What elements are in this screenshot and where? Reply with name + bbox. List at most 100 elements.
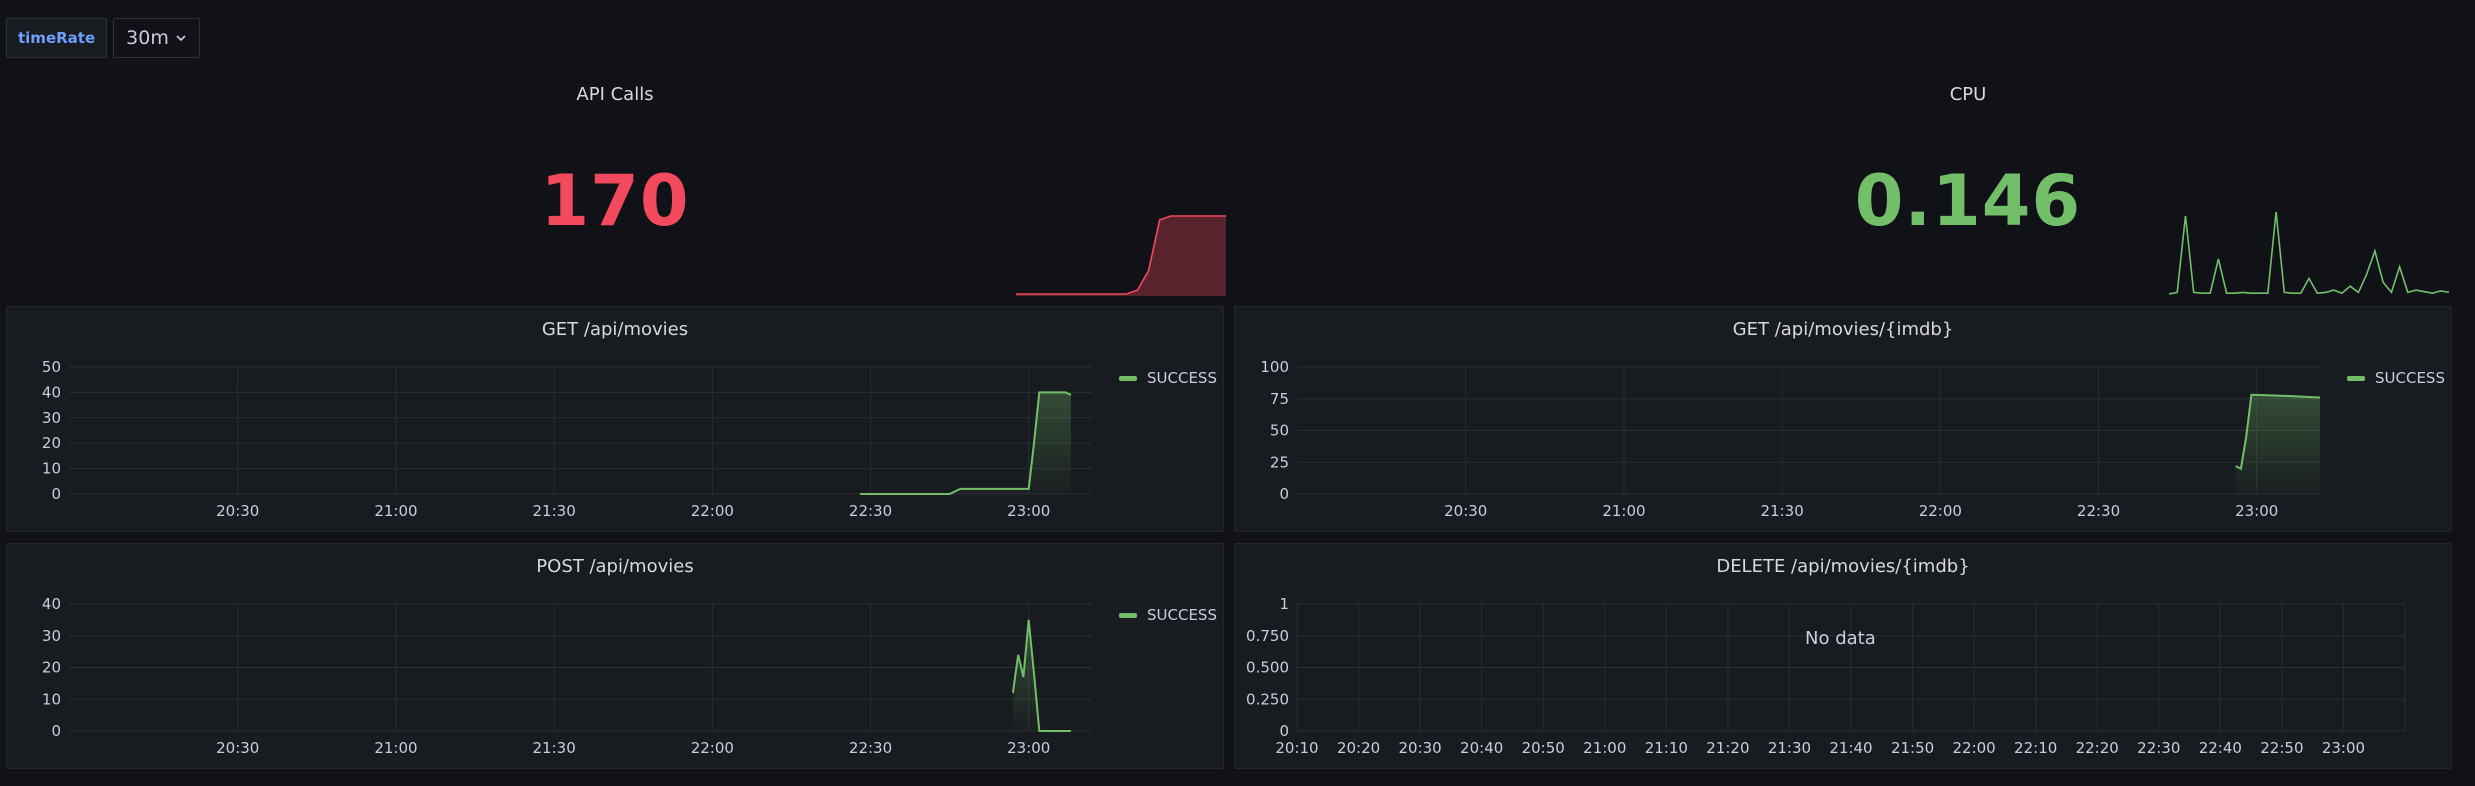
legend-swatch [1119, 612, 1137, 618]
time-series-chart: 0 10 20 30 40 50 20:30 21:00 21:30 22:00 22:30 23:0… [42, 358, 1092, 520]
legend-label: SUCCESS [1147, 369, 1217, 387]
time-series-chart: 0 0.250 0.500 0.750 1 20:10 20:20 20:30 20:40 20:… [1246, 595, 2406, 757]
x-tick-label: 22:30 [849, 739, 892, 757]
delete-movie-imdb-panel[interactable]: DELETE /api/movies/{imdb} 0 0.250 0.500 0.7… [1234, 543, 2452, 769]
x-tick-label: 23:00 [2322, 739, 2365, 757]
dashboard-variables: timeRate 30m [6, 18, 200, 58]
panel-title: CPU [1949, 84, 1987, 105]
legend-label: SUCCESS [2375, 369, 2445, 387]
x-tick-label: 20:50 [1522, 739, 1565, 757]
x-tick-label: 21:30 [533, 739, 576, 757]
y-tick-label: 20 [42, 434, 61, 452]
y-tick-label: 100 [1260, 358, 1289, 376]
x-tick-label: 22:30 [2077, 502, 2120, 520]
legend-label: SUCCESS [1147, 606, 1217, 624]
sparkline-line [2169, 211, 2449, 295]
panel-title: POST /api/movies [536, 556, 694, 577]
x-tick-label: 21:30 [1761, 502, 1804, 520]
x-tick-label: 23:00 [1007, 739, 1050, 757]
x-tick-label: 23:00 [2235, 502, 2278, 520]
series-line [1011, 619, 1071, 732]
x-tick-label: 21:00 [374, 739, 417, 757]
post-movies-panel[interactable]: POST /api/movies 0 10 20 30 40 20:30 21:00 21:3… [6, 543, 1224, 769]
x-tick-label: 21:50 [1891, 739, 1934, 757]
x-tick-label: 21:30 [533, 502, 576, 520]
y-tick-label: 20 [42, 659, 61, 677]
x-tick-label: 21:00 [1583, 739, 1626, 757]
legend-swatch [1119, 375, 1137, 381]
y-tick-label: 1 [1279, 595, 1289, 613]
y-tick-label: 0 [1279, 722, 1289, 740]
x-tick-label: 20:20 [1337, 739, 1380, 757]
x-tick-label: 22:30 [2137, 739, 2180, 757]
x-tick-label: 20:30 [216, 739, 259, 757]
time-rate-select[interactable]: 30m [113, 18, 200, 58]
legend[interactable]: SUCCESS [1119, 606, 1217, 624]
x-tick-label: 20:10 [1275, 739, 1318, 757]
y-tick-label: 0.750 [1246, 627, 1289, 645]
x-tick-label: 22:00 [691, 739, 734, 757]
x-tick-label: 22:40 [2199, 739, 2242, 757]
get-movies-panel[interactable]: GET /api/movies 0 10 20 30 40 50 20:30 21:00 21:… [6, 306, 1224, 532]
x-tick-label: 20:30 [216, 502, 259, 520]
x-tick-label: 21:10 [1645, 739, 1688, 757]
x-tick-label: 22:10 [2014, 739, 2057, 757]
api-calls-stat-panel[interactable]: API Calls 170 [6, 70, 1226, 298]
x-tick-label: 21:20 [1706, 739, 1749, 757]
y-tick-label: 0.500 [1246, 659, 1289, 677]
y-tick-label: 50 [42, 358, 61, 376]
get-movie-imdb-panel[interactable]: GET /api/movies/{imdb} 0 25 50 75 100 20:30 21… [1234, 306, 2452, 532]
x-tick-label: 21:00 [1602, 502, 1645, 520]
series-area [2235, 394, 2320, 494]
y-tick-label: 25 [1270, 453, 1289, 471]
y-tick-label: 0.250 [1246, 690, 1289, 708]
panel-title: DELETE /api/movies/{imdb} [1716, 556, 1970, 577]
x-tick-label: 22:00 [691, 502, 734, 520]
x-tick-label: 23:00 [1007, 502, 1050, 520]
stat-value: 170 [540, 160, 690, 242]
variable-label: timeRate [6, 18, 108, 58]
sparkline [2169, 211, 2449, 295]
y-tick-label: 0 [1279, 485, 1289, 503]
legend-swatch [2347, 375, 2365, 381]
sparkline [1016, 215, 1226, 296]
series-line [860, 391, 1072, 495]
x-tick-label: 20:30 [1398, 739, 1441, 757]
series-area [860, 392, 1071, 494]
panel-title: GET /api/movies [541, 319, 689, 340]
x-tick-label: 21:30 [1768, 739, 1811, 757]
x-tick-label: 21:40 [1829, 739, 1872, 757]
x-tick-label: 22:00 [1919, 502, 1962, 520]
series-area [1012, 619, 1071, 731]
x-tick-label: 21:00 [374, 502, 417, 520]
y-tick-label: 0 [51, 722, 61, 740]
time-series-chart: 0 25 50 75 100 20:30 21:00 21:30 22:00 22:30 23:00 [1260, 358, 2321, 520]
x-tick-label: 20:40 [1460, 739, 1503, 757]
x-tick-label: 22:50 [2260, 739, 2303, 757]
sparkline-area [1016, 216, 1226, 296]
panel-title: GET /api/movies/{imdb} [1732, 319, 1954, 340]
x-tick-label: 22:20 [2076, 739, 2119, 757]
chevron-down-icon [176, 35, 186, 42]
no-data-message: No data [1805, 628, 1876, 649]
panel-title: API Calls [576, 84, 654, 105]
legend[interactable]: SUCCESS [2347, 369, 2445, 387]
series-line [2235, 393, 2321, 471]
x-tick-label: 20:30 [1444, 502, 1487, 520]
y-tick-label: 30 [42, 409, 61, 427]
stat-value: 0.146 [1854, 160, 2082, 242]
time-series-chart: 0 10 20 30 40 20:30 21:00 21:30 22:00 22:30 23:00 [42, 595, 1092, 757]
y-tick-label: 10 [42, 460, 61, 478]
y-tick-label: 40 [42, 383, 61, 401]
x-tick-label: 22:00 [1952, 739, 1995, 757]
time-rate-value: 30m [126, 27, 169, 49]
x-tick-label: 22:30 [849, 502, 892, 520]
y-tick-label: 40 [42, 595, 61, 613]
y-tick-label: 50 [1270, 422, 1289, 440]
cpu-stat-panel[interactable]: CPU 0.146 [1234, 70, 2452, 298]
sparkline-line [1016, 215, 1226, 295]
y-tick-label: 30 [42, 627, 61, 645]
legend[interactable]: SUCCESS [1119, 369, 1217, 387]
y-tick-label: 0 [51, 485, 61, 503]
y-tick-label: 10 [42, 690, 61, 708]
